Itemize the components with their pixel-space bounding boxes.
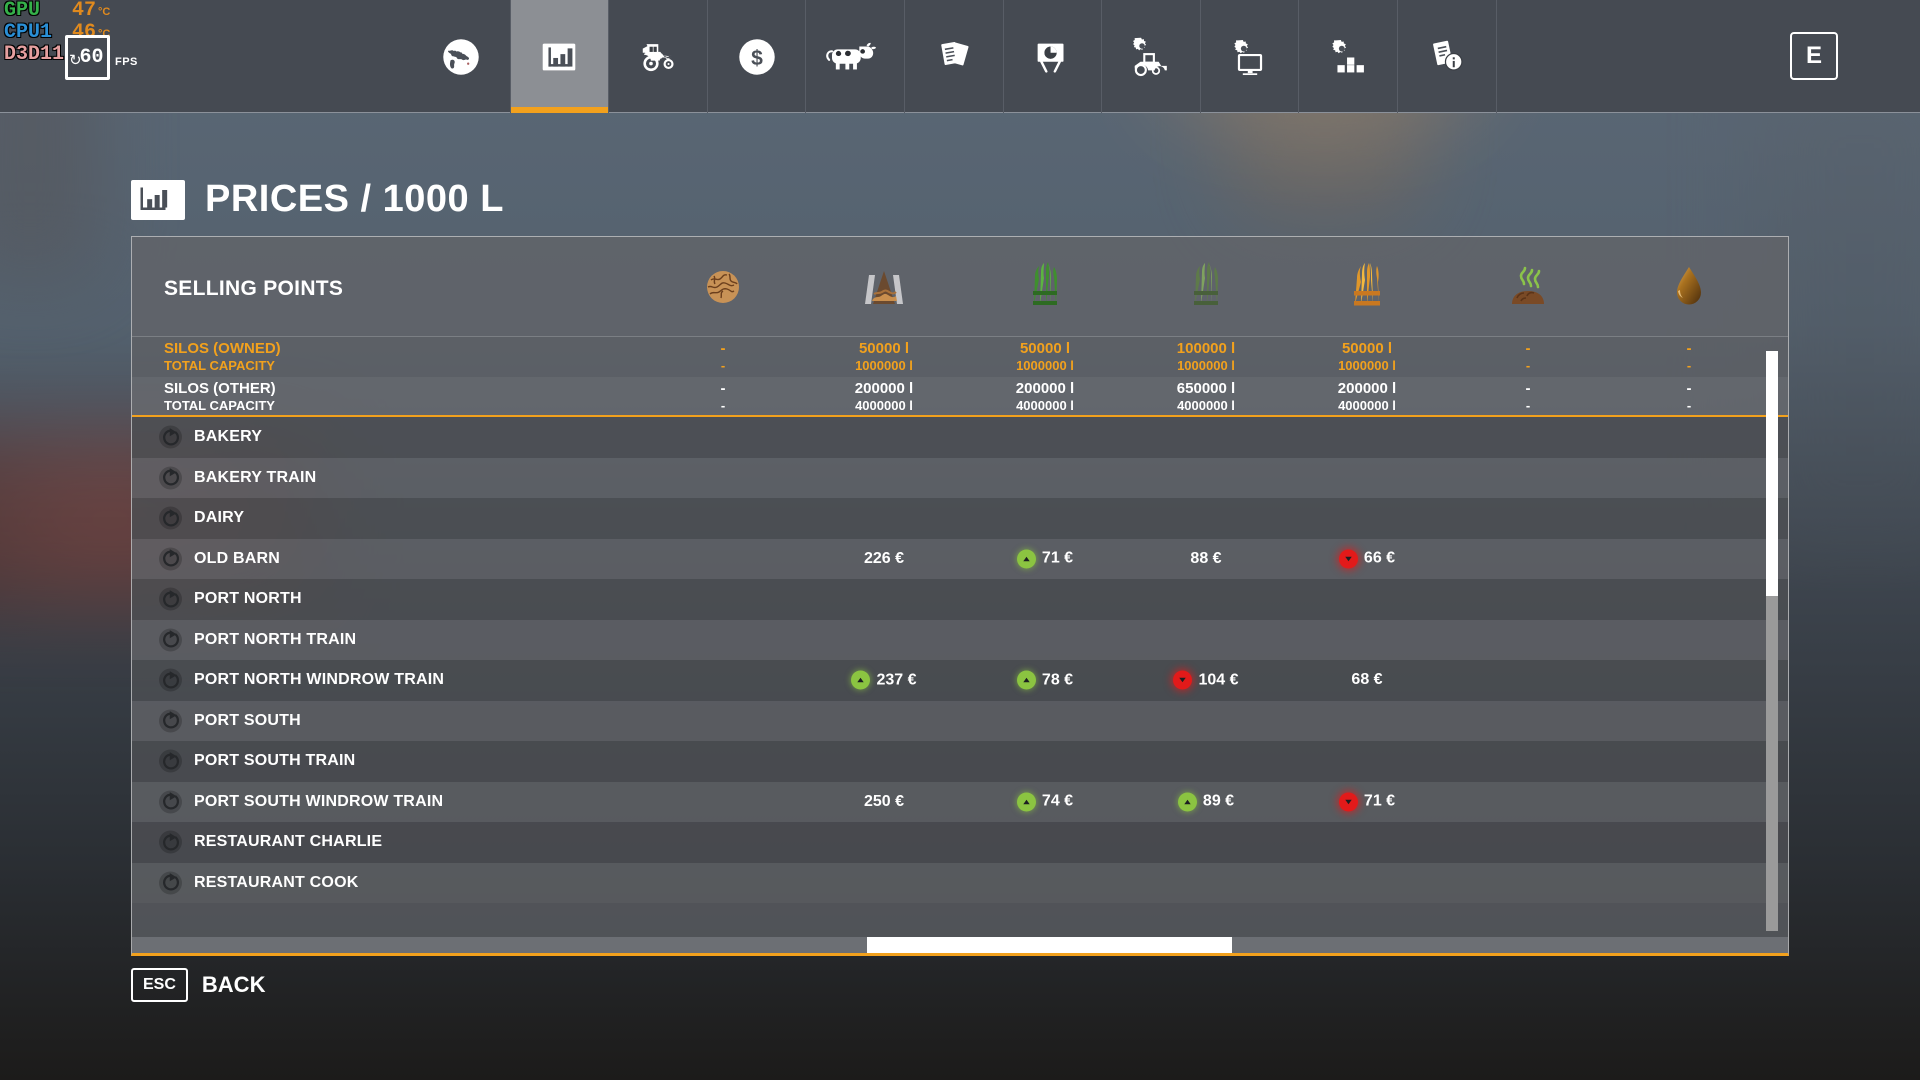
svg-text:$: $ — [751, 47, 763, 70]
